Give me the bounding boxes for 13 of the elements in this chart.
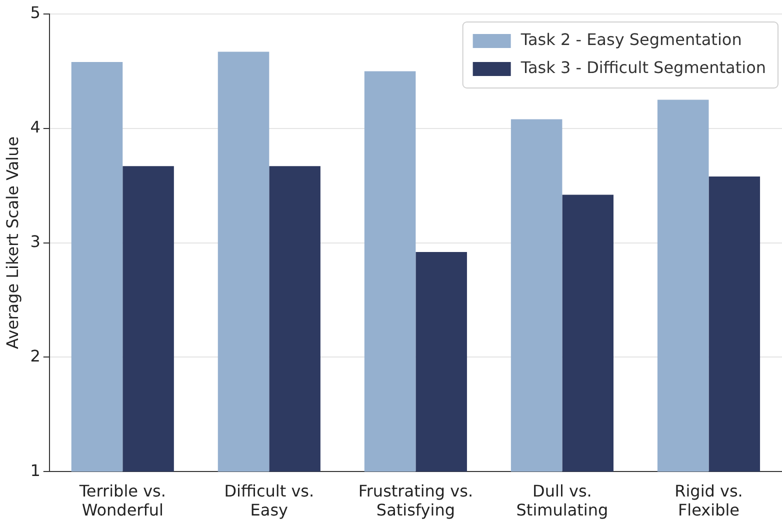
y-tick-label: 1	[30, 460, 40, 480]
x-tick-label: Terrible vs. Wonderful	[78, 481, 166, 520]
y-tick-label: 3	[30, 232, 40, 251]
y-axis-title: Average Likert Scale Value	[2, 136, 22, 350]
y-tick-label: 2	[30, 346, 40, 366]
x-tick-label: Frustrating vs. Satisfying	[358, 481, 474, 520]
legend-label: Task 3 - Difficult Segmentation	[520, 58, 766, 78]
x-tick-label: Rigid vs. Flexible	[674, 481, 743, 520]
y-tick-label: 4	[30, 118, 40, 137]
legend-label: Task 2 - Easy Segmentation	[520, 30, 742, 50]
y-tick-label: 5	[30, 3, 40, 22]
x-tick-label: Difficult vs. Easy	[224, 481, 314, 520]
x-tick-label: Dull vs. Stimulating	[516, 481, 608, 520]
